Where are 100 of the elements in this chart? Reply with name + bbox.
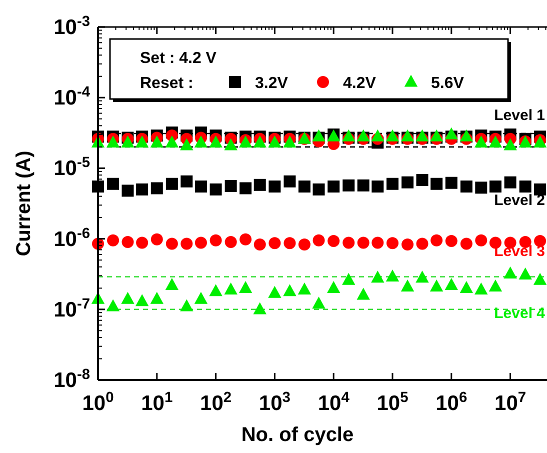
point bbox=[386, 270, 400, 282]
point bbox=[430, 178, 443, 190]
point bbox=[283, 284, 296, 296]
point bbox=[268, 237, 281, 250]
point bbox=[150, 135, 164, 148]
point bbox=[210, 234, 222, 246]
point bbox=[106, 135, 120, 148]
point bbox=[150, 233, 163, 246]
point bbox=[489, 180, 502, 193]
point bbox=[283, 135, 296, 148]
point bbox=[372, 236, 384, 249]
point bbox=[180, 238, 193, 250]
point bbox=[253, 135, 266, 148]
y-tick-label: 10$^{-6}$ bbox=[54, 226, 90, 251]
y-axis-title: Current (A) bbox=[13, 150, 35, 256]
point bbox=[519, 180, 532, 193]
point bbox=[107, 234, 120, 246]
point bbox=[386, 178, 398, 190]
point bbox=[474, 135, 488, 148]
point bbox=[488, 135, 502, 148]
point bbox=[400, 279, 414, 292]
point bbox=[402, 176, 414, 188]
point bbox=[268, 286, 282, 298]
annotation: Level 1 bbox=[494, 107, 545, 124]
point bbox=[209, 135, 222, 148]
point bbox=[533, 272, 547, 285]
point bbox=[224, 282, 238, 295]
point bbox=[106, 299, 120, 312]
point bbox=[240, 233, 252, 246]
annotation: Reset : bbox=[140, 75, 194, 92]
point bbox=[107, 178, 120, 190]
point bbox=[136, 183, 148, 196]
point bbox=[312, 183, 325, 196]
y-tick-label: 10$^{-7}$ bbox=[54, 296, 90, 322]
point bbox=[416, 129, 429, 142]
point bbox=[150, 292, 164, 304]
x-tick-label: 10$^{3}$ bbox=[258, 390, 290, 415]
point bbox=[166, 238, 178, 250]
point bbox=[312, 234, 325, 246]
point bbox=[475, 234, 488, 246]
point bbox=[166, 178, 178, 190]
point bbox=[444, 278, 458, 290]
point bbox=[122, 184, 134, 197]
point bbox=[165, 135, 179, 148]
legend-title: Set : 4.2 V bbox=[140, 50, 217, 67]
point bbox=[460, 280, 474, 293]
point bbox=[180, 138, 194, 150]
point bbox=[475, 182, 488, 194]
y-tick-label: 10$^{-3}$ bbox=[54, 14, 90, 39]
point bbox=[534, 235, 546, 248]
point bbox=[534, 183, 546, 196]
point bbox=[518, 268, 532, 280]
point bbox=[298, 238, 310, 251]
point bbox=[224, 138, 238, 150]
point bbox=[240, 182, 252, 194]
point bbox=[284, 237, 296, 250]
point bbox=[460, 180, 472, 193]
point bbox=[356, 288, 370, 300]
point bbox=[488, 279, 502, 292]
point bbox=[371, 270, 384, 283]
point bbox=[504, 266, 517, 279]
point bbox=[194, 236, 207, 249]
point bbox=[402, 238, 414, 251]
point bbox=[135, 135, 149, 148]
point bbox=[342, 129, 356, 142]
point bbox=[445, 176, 458, 189]
annotation: Level 4 bbox=[494, 305, 546, 322]
point bbox=[416, 174, 428, 186]
point bbox=[356, 129, 370, 142]
y-tick-label: 10$^{-8}$ bbox=[54, 367, 90, 392]
point bbox=[150, 182, 163, 194]
point bbox=[328, 180, 340, 193]
point bbox=[210, 183, 222, 196]
y-tick-label: 10$^{-5}$ bbox=[54, 155, 90, 180]
x-tick-label: 10$^{1}$ bbox=[141, 390, 173, 415]
x-tick-label: 10$^{7}$ bbox=[494, 390, 526, 415]
point bbox=[400, 129, 414, 142]
x-axis-title: No. of cycle bbox=[241, 424, 354, 446]
point bbox=[430, 279, 444, 292]
point bbox=[357, 236, 370, 249]
point bbox=[416, 270, 429, 283]
point bbox=[224, 236, 237, 248]
point bbox=[504, 176, 516, 188]
point bbox=[253, 302, 266, 314]
point bbox=[268, 180, 281, 193]
point bbox=[445, 235, 458, 248]
point bbox=[312, 296, 326, 309]
point bbox=[122, 236, 134, 248]
legend-label: 5.6V bbox=[431, 75, 464, 92]
point bbox=[504, 138, 517, 150]
point bbox=[342, 179, 355, 192]
point bbox=[180, 299, 194, 312]
point bbox=[386, 237, 398, 250]
point bbox=[371, 129, 384, 142]
x-tick-label: 10$^{0}$ bbox=[82, 390, 114, 415]
point bbox=[121, 135, 134, 148]
point bbox=[474, 282, 488, 295]
point bbox=[224, 180, 237, 192]
legend-label: 4.2V bbox=[343, 75, 376, 92]
point bbox=[430, 129, 444, 142]
